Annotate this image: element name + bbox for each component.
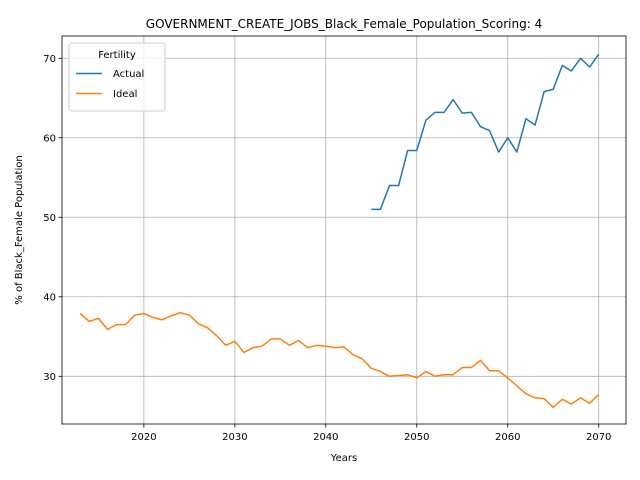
series-line-actual bbox=[371, 53, 600, 211]
series-lines bbox=[79, 53, 600, 409]
series-line-ideal bbox=[79, 311, 600, 409]
y-tick-label: 60 bbox=[43, 133, 56, 144]
axis-ticks: 2020 2030 2040 2050 2060 2070 30 40 50 60 70 bbox=[43, 54, 611, 443]
x-axis-label: Years bbox=[330, 453, 357, 464]
legend-entries: Actual Ideal bbox=[76, 69, 144, 100]
x-tick-label: 2070 bbox=[586, 432, 611, 443]
y-axis-label: % of Black_Female Population bbox=[14, 155, 25, 304]
y-tick-label: 70 bbox=[43, 54, 56, 65]
plot-frame bbox=[61, 35, 627, 425]
x-tick-label: 2030 bbox=[222, 432, 247, 443]
legend-label-actual: Actual bbox=[113, 69, 144, 80]
x-tick-label: 2040 bbox=[313, 432, 338, 443]
legend-title: Fertility bbox=[98, 50, 136, 61]
legend: Fertility Actual Ideal bbox=[68, 42, 166, 112]
y-tick-label: 40 bbox=[43, 292, 56, 303]
y-tick-label: 30 bbox=[43, 372, 56, 383]
legend-label-ideal: Ideal bbox=[113, 89, 137, 100]
x-tick-label: 2050 bbox=[404, 432, 429, 443]
y-tick-label: 50 bbox=[43, 213, 56, 224]
x-tick-label: 2020 bbox=[131, 432, 156, 443]
chart-title: GOVERNMENT_CREATE_JOBS_Black_Female_Popu… bbox=[146, 17, 542, 31]
x-tick-label: 2060 bbox=[495, 432, 520, 443]
